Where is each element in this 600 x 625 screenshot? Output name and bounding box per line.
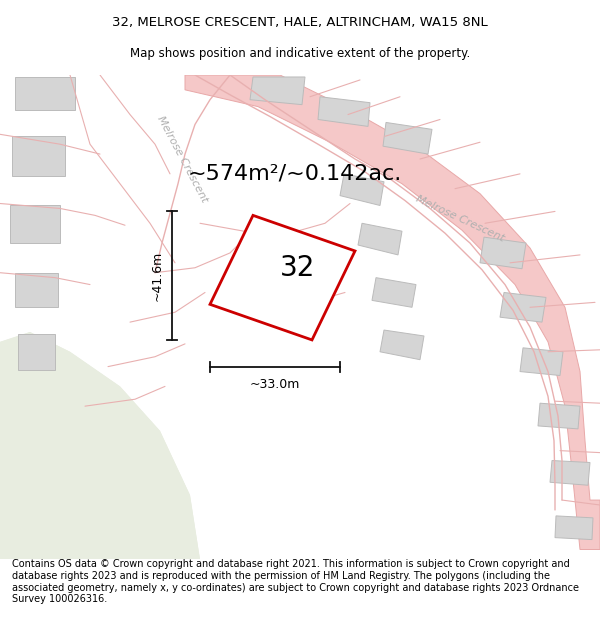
Polygon shape <box>18 334 55 369</box>
Polygon shape <box>380 330 424 360</box>
Polygon shape <box>0 332 200 559</box>
Polygon shape <box>210 216 355 340</box>
Text: ~33.0m: ~33.0m <box>250 379 300 391</box>
Text: Map shows position and indicative extent of the property.: Map shows position and indicative extent… <box>130 48 470 61</box>
Polygon shape <box>15 272 58 308</box>
Text: 32: 32 <box>280 254 315 282</box>
Polygon shape <box>15 77 75 109</box>
Polygon shape <box>550 461 590 485</box>
Polygon shape <box>538 403 580 429</box>
Polygon shape <box>372 278 416 308</box>
Polygon shape <box>12 136 65 176</box>
Polygon shape <box>480 237 526 269</box>
Text: 32, MELROSE CRESCENT, HALE, ALTRINCHAM, WA15 8NL: 32, MELROSE CRESCENT, HALE, ALTRINCHAM, … <box>112 16 488 29</box>
Polygon shape <box>555 516 593 539</box>
Polygon shape <box>358 223 402 255</box>
Polygon shape <box>10 206 60 243</box>
Polygon shape <box>0 332 200 559</box>
Text: ~41.6m: ~41.6m <box>151 251 164 301</box>
Polygon shape <box>185 75 600 549</box>
Polygon shape <box>318 97 370 126</box>
Polygon shape <box>383 122 432 154</box>
Polygon shape <box>520 348 563 376</box>
Polygon shape <box>500 292 546 322</box>
Polygon shape <box>250 77 305 104</box>
Text: Melrose Crescent: Melrose Crescent <box>414 193 506 243</box>
Text: ~574m²/~0.142ac.: ~574m²/~0.142ac. <box>188 164 402 184</box>
Polygon shape <box>340 174 384 206</box>
Text: Contains OS data © Crown copyright and database right 2021. This information is : Contains OS data © Crown copyright and d… <box>12 559 579 604</box>
Text: Melrose Crescent: Melrose Crescent <box>155 114 209 204</box>
